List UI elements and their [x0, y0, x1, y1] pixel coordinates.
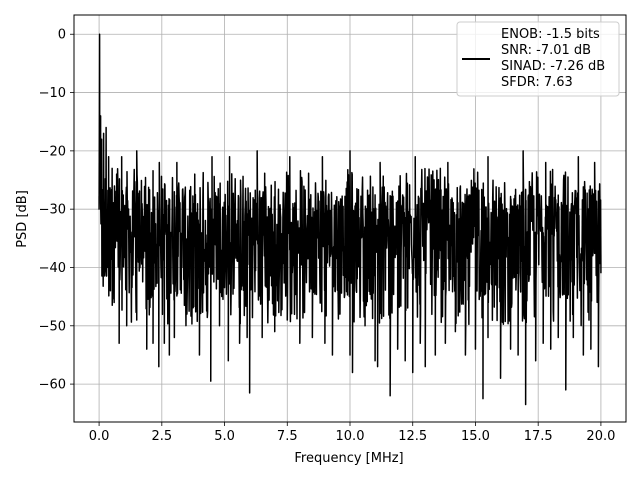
x-tick-label: 5.0	[214, 429, 235, 444]
y-tick-label: −60	[39, 378, 66, 393]
legend-box	[456, 21, 620, 97]
x-tick-label: 12.5	[398, 429, 427, 444]
x-tick-label: 15.0	[461, 429, 490, 444]
y-tick-label: 0	[58, 28, 66, 43]
x-tick-label: 17.5	[524, 429, 553, 444]
x-tick-label: 7.5	[277, 429, 298, 444]
y-tick-label: −40	[39, 261, 66, 276]
psd-trace	[98, 33, 602, 406]
y-axis-ticks: 0 −10 −20 −30 −40 −50 −60	[39, 28, 74, 393]
y-axis-label: PSD [dB]	[15, 190, 30, 248]
x-tick-label: 20.0	[586, 429, 615, 444]
y-tick-label: −50	[39, 319, 66, 334]
y-tick-label: −20	[39, 144, 66, 159]
legend: ENOB: -1.5 bits SNR: -7.01 dB SINAD: -7.…	[456, 21, 620, 97]
legend-enob: ENOB: -1.5 bits	[501, 27, 600, 42]
series-psd	[98, 33, 602, 406]
x-axis-ticks: 0.0 2.5 5.0 7.5 10.0 12.5 15.0 17.5 20.0	[89, 422, 615, 444]
legend-sinad: SINAD: -7.26 dB	[501, 59, 605, 74]
x-tick-label: 10.0	[336, 429, 365, 444]
y-tick-label: −10	[39, 86, 66, 101]
x-tick-label: 2.5	[151, 429, 172, 444]
x-axis-label: Frequency [MHz]	[294, 451, 403, 466]
y-tick-label: −30	[39, 203, 66, 218]
legend-sfdr: SFDR: 7.63	[501, 75, 573, 90]
x-tick-label: 0.0	[89, 429, 110, 444]
legend-snr: SNR: -7.01 dB	[501, 43, 591, 58]
